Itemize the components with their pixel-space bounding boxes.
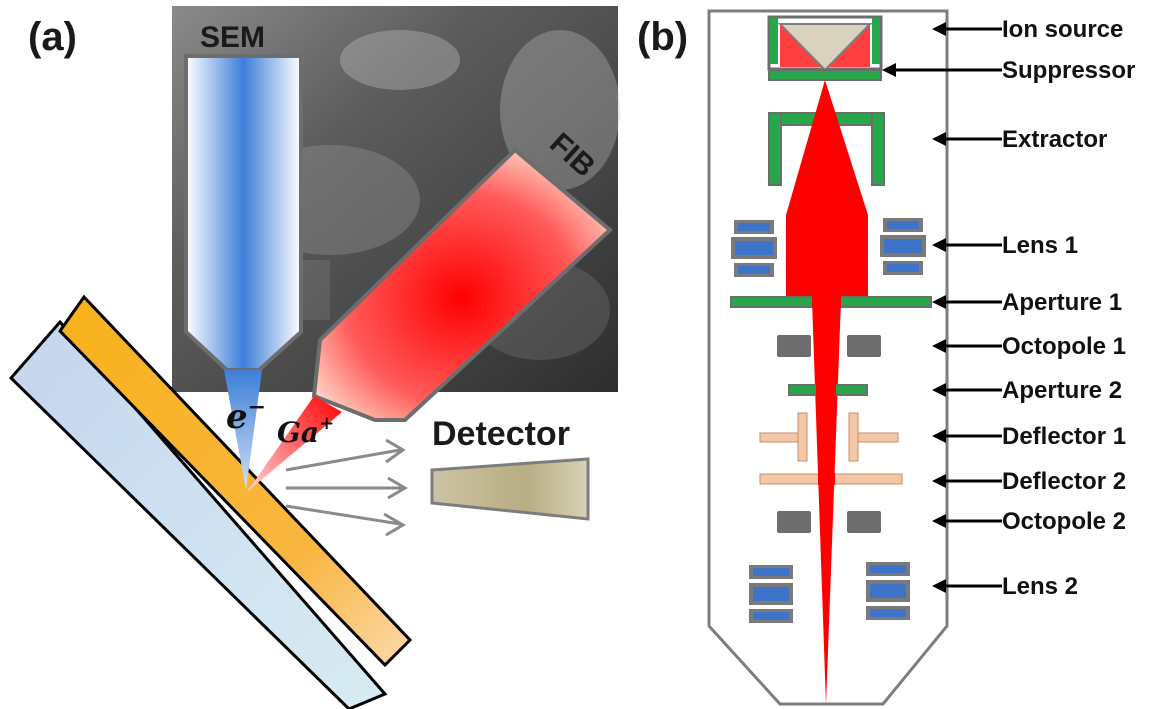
sem-label: SEM <box>200 21 265 54</box>
sem-column <box>184 54 303 372</box>
substrate <box>8 319 388 709</box>
label-octopole-2: Octopole 2 <box>1002 508 1126 535</box>
electron-beam <box>224 370 262 490</box>
label-aperture-2: Aperture 2 <box>1002 377 1122 404</box>
ion-beam <box>247 396 342 492</box>
label-ion-source: Ion source <box>1002 16 1123 43</box>
gold-layer <box>58 294 413 668</box>
suppressor <box>768 69 882 81</box>
ion-source <box>767 15 883 72</box>
lens-2 <box>749 562 910 623</box>
label-lens-1: Lens 1 <box>1002 232 1078 259</box>
octopole-2 <box>777 511 881 533</box>
panel-b-label: (b) <box>637 15 688 59</box>
electron-symbol: e− <box>226 394 266 437</box>
label-deflector-1: Deflector 1 <box>1002 423 1126 450</box>
label-suppressor: Suppressor <box>1002 57 1135 84</box>
detector <box>430 457 590 521</box>
ion-symbol: Ga+ <box>277 413 334 449</box>
octopole-1 <box>777 335 881 357</box>
detector-label: Detector <box>432 415 570 453</box>
deflector-2-gap <box>818 473 835 485</box>
label-aperture-1: Aperture 1 <box>1002 289 1122 316</box>
component-callouts: Ion source Suppressor Extractor Lens 1 A… <box>882 16 1135 600</box>
label-lens-2: Lens 2 <box>1002 573 1078 600</box>
panel-a-label: (a) <box>28 15 77 59</box>
label-deflector-2: Deflector 2 <box>1002 468 1126 495</box>
lens-1 <box>731 218 926 277</box>
fib-column <box>311 147 614 422</box>
deflector-1 <box>759 412 899 462</box>
label-extractor: Extractor <box>1002 126 1107 153</box>
aperture-1-opening <box>812 296 841 308</box>
aperture-2-opening <box>816 384 836 396</box>
signal-arrows <box>285 438 408 537</box>
label-octopole-1: Octopole 1 <box>1002 333 1126 360</box>
